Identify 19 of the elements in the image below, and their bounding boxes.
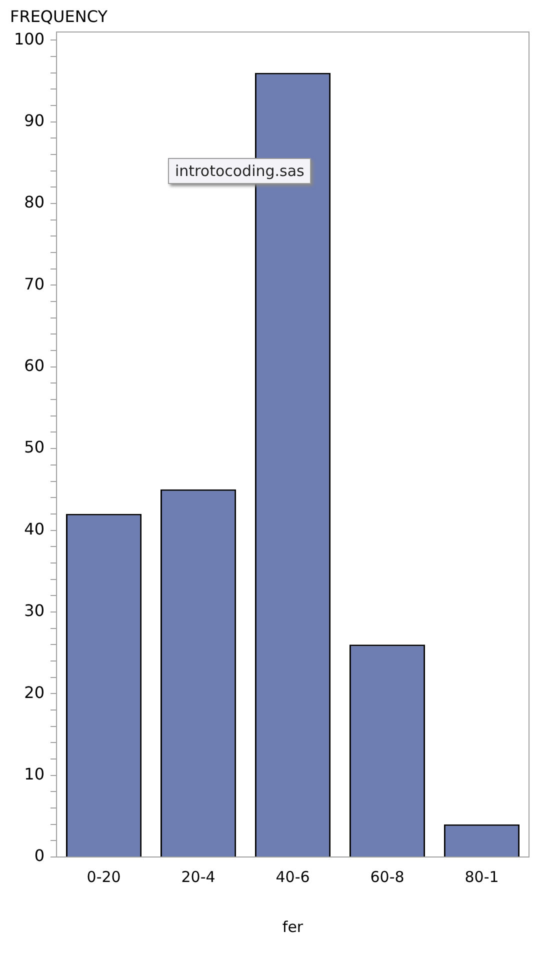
y-tick-label: 80 [24, 192, 45, 212]
x-tick-label: 40-6 [276, 868, 310, 886]
y-tick-label: 100 [14, 29, 45, 48]
y-tick-label: 30 [24, 601, 45, 620]
y-tick-label: 10 [24, 764, 45, 784]
x-tick-label: 80-1 [464, 868, 499, 886]
y-axis-title: FREQUENCY [10, 7, 108, 26]
y-tick-label: 0 [34, 846, 45, 866]
y-tick-label: 90 [24, 111, 45, 130]
y-tick-label: 70 [24, 274, 45, 294]
x-tick-label: 20-4 [181, 868, 216, 886]
y-tick-label: 40 [24, 519, 45, 538]
y-tick-label: 50 [24, 438, 45, 457]
annotation: introtocoding.sas [168, 158, 312, 184]
x-axis-title: fer [282, 918, 304, 936]
x-tick-label: 60-8 [370, 868, 404, 886]
y-tick-label: 60 [24, 356, 45, 376]
x-tick-label: 0-20 [86, 868, 121, 886]
y-tick-label: 20 [24, 682, 45, 702]
